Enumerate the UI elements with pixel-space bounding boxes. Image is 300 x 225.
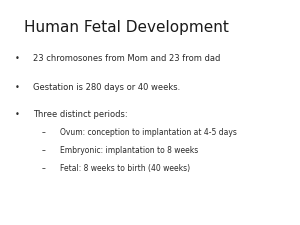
Text: –: –	[42, 146, 46, 155]
Text: –: –	[42, 128, 46, 137]
Text: Three distinct periods:: Three distinct periods:	[33, 110, 128, 119]
Text: •: •	[15, 83, 20, 92]
Text: •: •	[15, 110, 20, 119]
Text: Gestation is 280 days or 40 weeks.: Gestation is 280 days or 40 weeks.	[33, 83, 180, 92]
Text: Fetal: 8 weeks to birth (40 weeks): Fetal: 8 weeks to birth (40 weeks)	[60, 164, 190, 173]
Text: Embryonic: implantation to 8 weeks: Embryonic: implantation to 8 weeks	[60, 146, 198, 155]
Text: Human Fetal Development: Human Fetal Development	[24, 20, 229, 35]
Text: Ovum: conception to implantation at 4-5 days: Ovum: conception to implantation at 4-5 …	[60, 128, 237, 137]
Text: •: •	[15, 54, 20, 63]
Text: –: –	[42, 164, 46, 173]
Text: 23 chromosones from Mom and 23 from dad: 23 chromosones from Mom and 23 from dad	[33, 54, 220, 63]
